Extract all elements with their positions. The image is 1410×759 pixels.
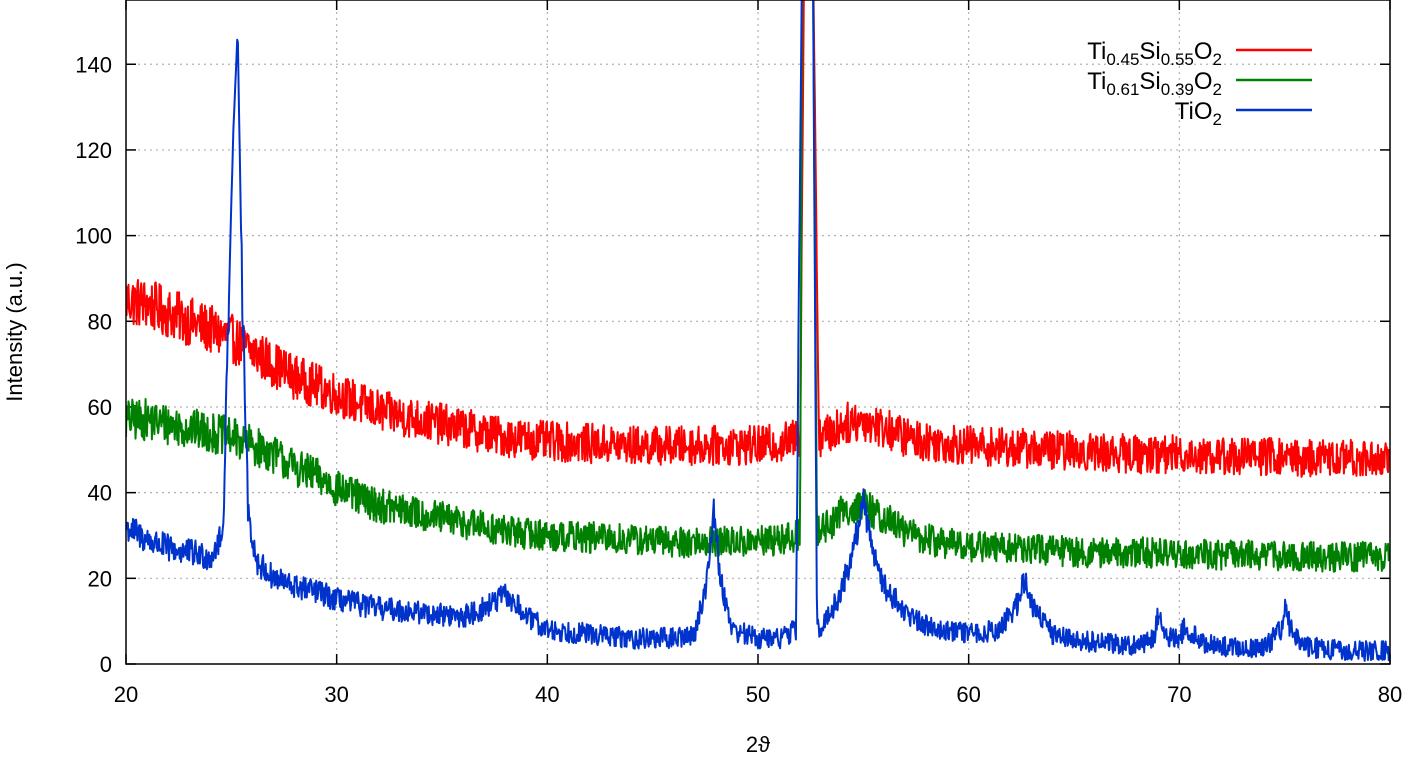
x-tick-label: 40 [535,682,559,707]
legend-label: TiO2 [1175,98,1222,129]
x-tick-label: 60 [956,682,980,707]
y-tick-label: 40 [88,481,112,506]
y-tick-label: 0 [100,652,112,677]
series-line [126,0,1390,478]
x-tick-label: 30 [324,682,348,707]
x-tick-label: 20 [114,682,138,707]
legend-label: Ti0.45Si0.55O2 [1087,38,1222,69]
x-tick-label: 70 [1167,682,1191,707]
y-tick-label: 140 [75,52,112,77]
y-tick-label: 80 [88,309,112,334]
y-tick-label: 120 [75,138,112,163]
y-axis-title: Intensity (a.u.) [2,262,27,401]
series-line [126,0,1390,662]
x-axis-title: 2ϑ [746,732,770,757]
series-group [126,0,1390,662]
legend-label: Ti0.61Si0.39O2 [1087,68,1222,99]
plot-frame [125,0,1391,665]
y-tick-label: 60 [88,395,112,420]
series-line [126,0,1390,573]
y-tick-label: 100 [75,224,112,249]
x-tick-label: 50 [746,682,770,707]
x-tick-label: 80 [1378,682,1402,707]
y-tick-label: 20 [88,566,112,591]
